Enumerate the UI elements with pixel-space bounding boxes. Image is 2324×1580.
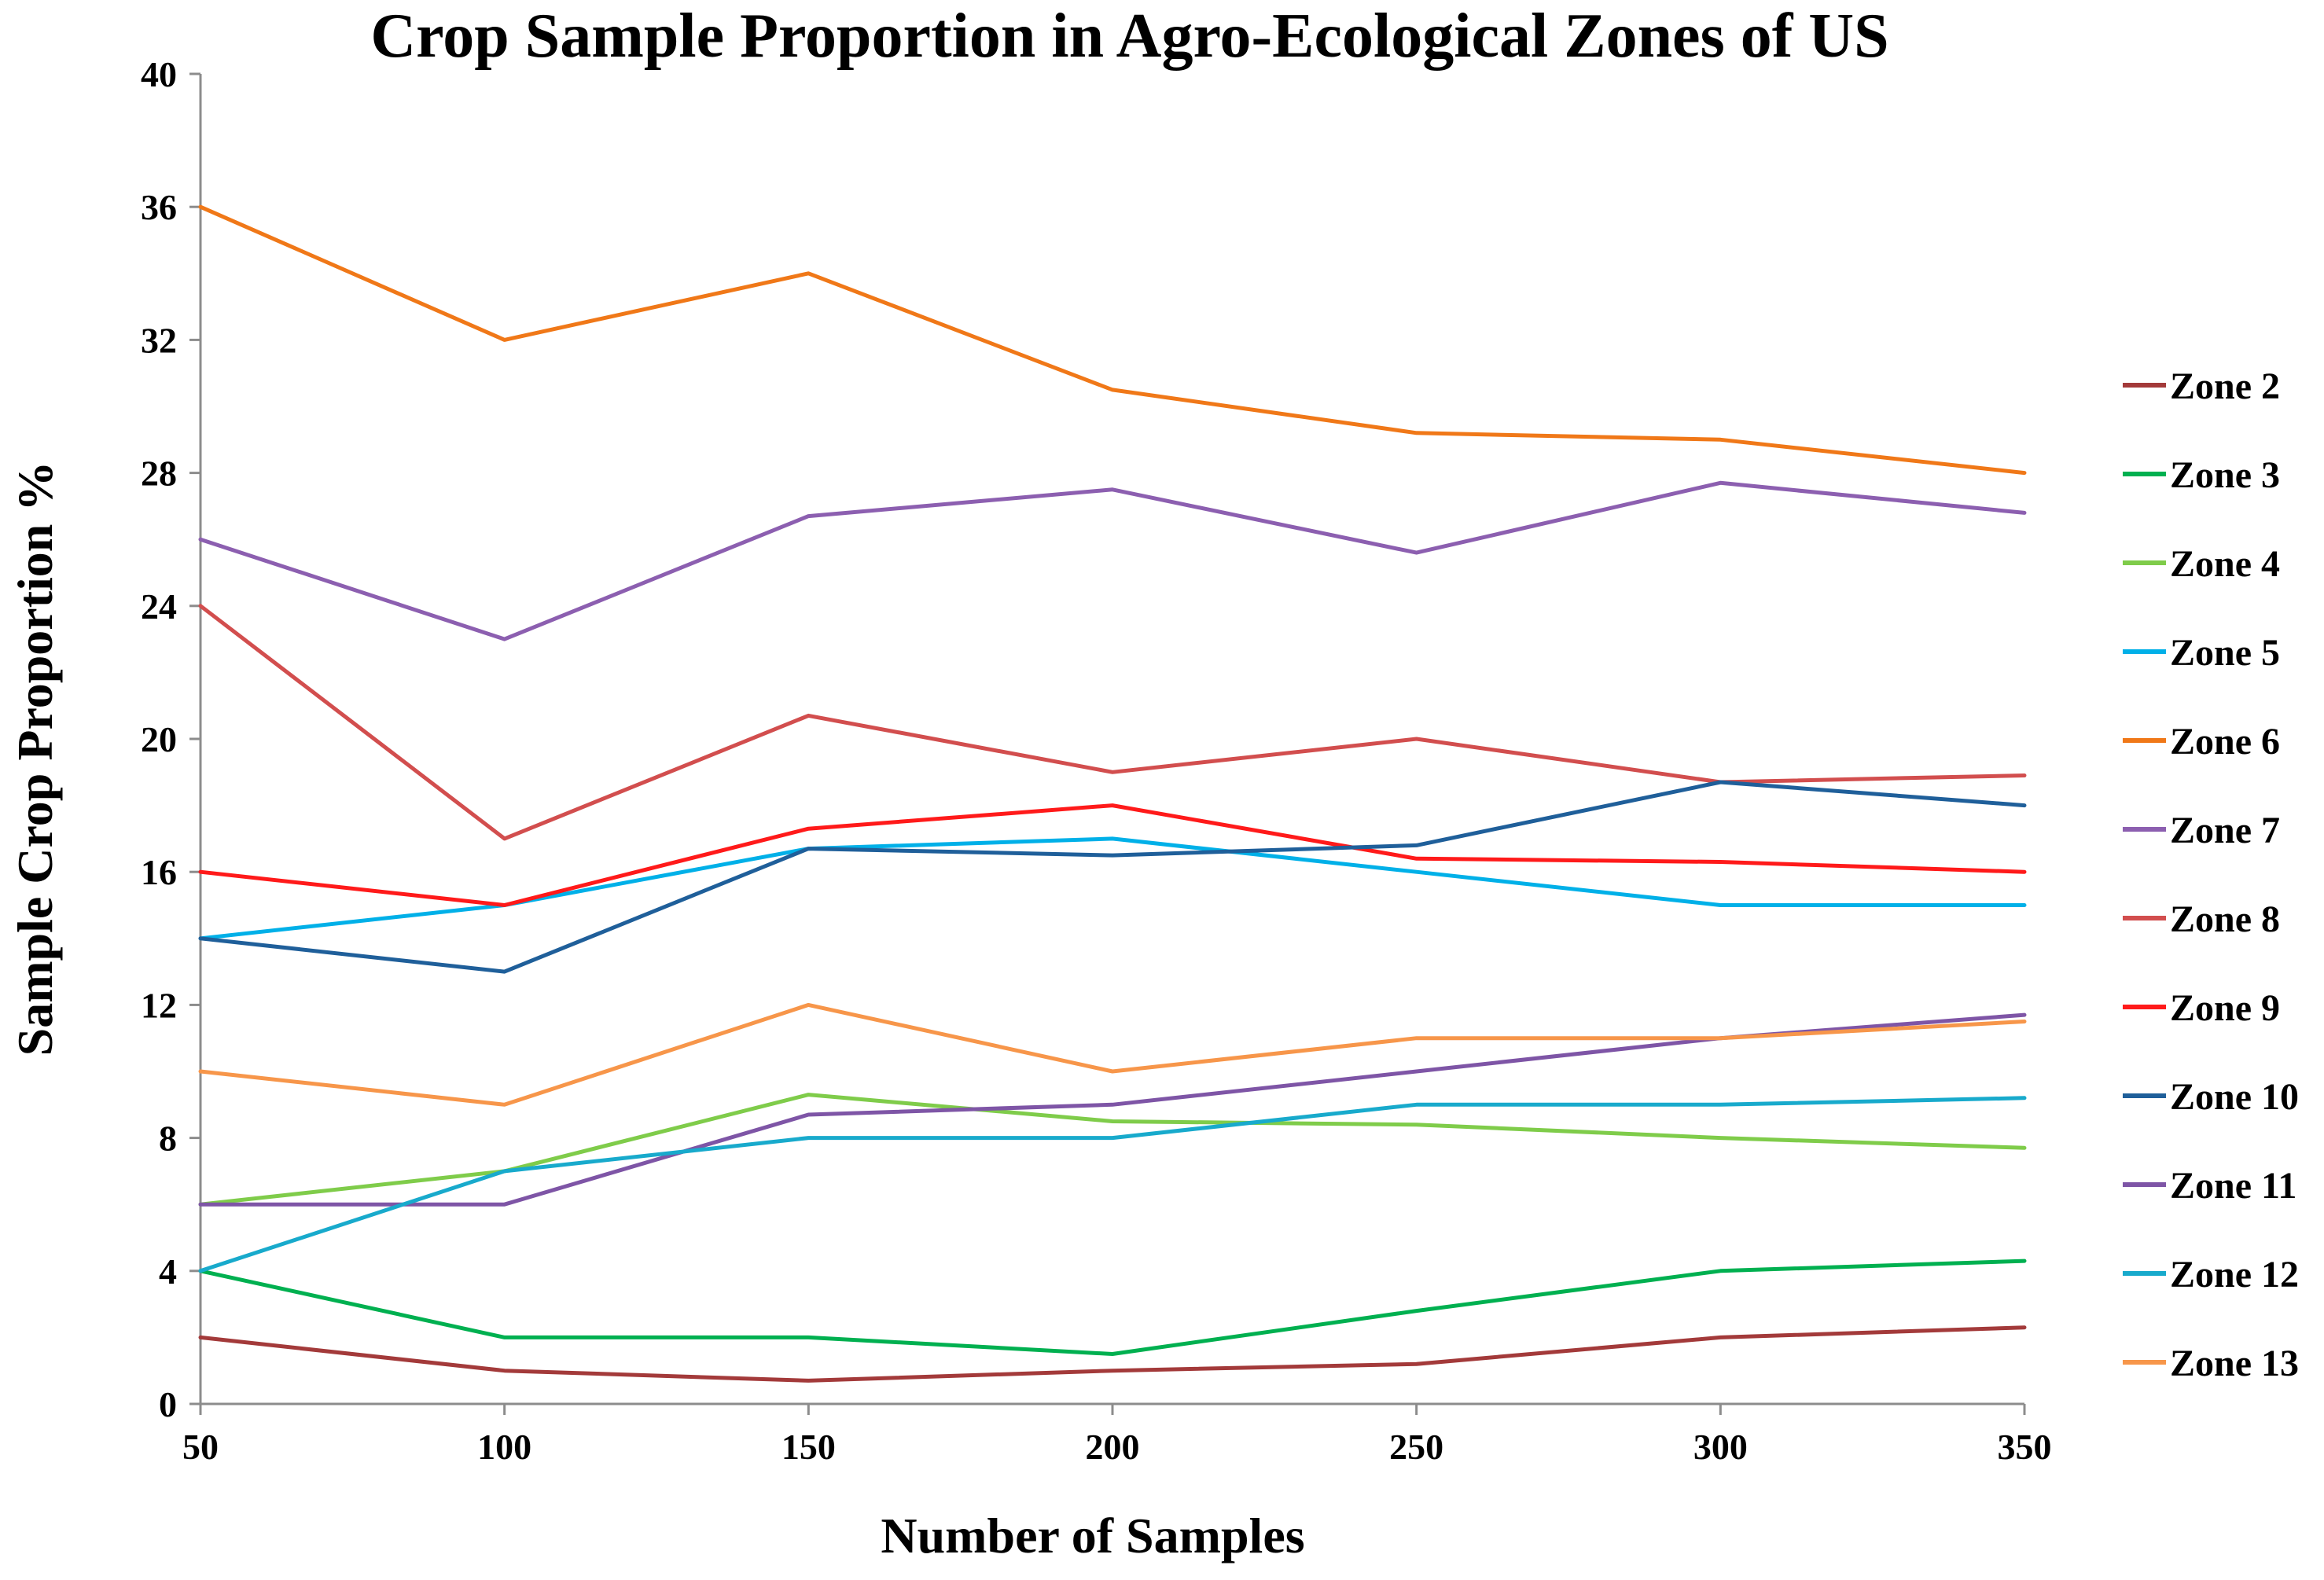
x-tick-label: 250 — [1389, 1427, 1443, 1467]
y-axis-title: Sample Crop Proportion % — [7, 461, 63, 1056]
y-tick-label: 28 — [141, 454, 177, 494]
y-tick-label: 40 — [141, 54, 177, 94]
series-line-zone-12 — [198, 1096, 2027, 1273]
legend-label-zone-5: Zone 5 — [2170, 632, 2280, 674]
series-line-zone-3 — [198, 1258, 2027, 1356]
legend-label-zone-12: Zone 12 — [2170, 1254, 2299, 1295]
y-tick-label: 4 — [159, 1251, 177, 1292]
x-tick-label: 350 — [1998, 1427, 2052, 1467]
chart-title: Crop Sample Proportion in Agro-Ecologica… — [370, 2, 1888, 71]
series-line-zone-2 — [198, 1325, 2027, 1383]
legend-label-zone-11: Zone 11 — [2170, 1165, 2296, 1207]
x-axis-title: Number of Samples — [881, 1508, 1304, 1563]
legend-label-zone-2: Zone 2 — [2170, 366, 2280, 407]
y-tick-label: 0 — [159, 1384, 177, 1424]
legend-label-zone-8: Zone 8 — [2170, 898, 2280, 940]
series-line-zone-10 — [198, 780, 2027, 974]
x-tick-label: 100 — [477, 1427, 531, 1467]
y-tick-label: 24 — [141, 586, 177, 626]
y-tick-label: 16 — [141, 852, 177, 892]
y-tick-label: 8 — [159, 1119, 177, 1159]
legend-label-zone-10: Zone 10 — [2170, 1076, 2299, 1118]
legend-label-zone-6: Zone 6 — [2170, 721, 2280, 762]
y-tick-label: 32 — [141, 320, 177, 360]
series-line-zone-6 — [198, 204, 2027, 476]
series-line-zone-9 — [198, 803, 2027, 907]
x-tick-label: 150 — [781, 1427, 836, 1467]
series-line-zone-4 — [198, 1093, 2027, 1207]
y-tick-label: 12 — [141, 985, 177, 1025]
legend-label-zone-13: Zone 13 — [2170, 1343, 2299, 1384]
series-line-zone-7 — [198, 480, 2027, 641]
x-tick-label: 50 — [182, 1427, 219, 1467]
y-tick-label: 20 — [141, 719, 177, 759]
y-tick-label: 36 — [141, 187, 177, 227]
legend-label-zone-7: Zone 7 — [2170, 810, 2280, 851]
legend-label-zone-4: Zone 4 — [2170, 543, 2280, 585]
legend-label-zone-9: Zone 9 — [2170, 987, 2280, 1029]
legend-label-zone-3: Zone 3 — [2170, 454, 2280, 496]
x-tick-label: 300 — [1693, 1427, 1748, 1467]
x-tick-label: 200 — [1086, 1427, 1140, 1467]
series-line-zone-13 — [198, 1002, 2027, 1107]
